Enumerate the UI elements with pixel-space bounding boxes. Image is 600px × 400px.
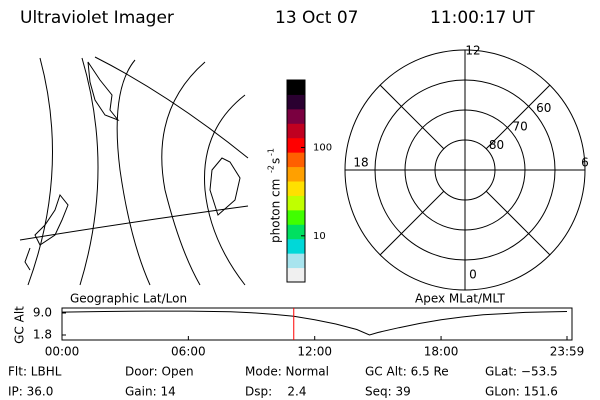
parallel bbox=[19, 205, 249, 241]
lat-label: 60 bbox=[536, 101, 551, 115]
colorbar-swatch bbox=[287, 94, 305, 110]
spoke bbox=[485, 190, 551, 256]
info-field: Mode: Normal bbox=[245, 365, 329, 379]
colorbar-swatch bbox=[287, 238, 305, 254]
colorbar-swatch bbox=[287, 137, 305, 153]
colorbar-frame bbox=[286, 79, 306, 283]
colorbar-swatch bbox=[287, 181, 305, 196]
colorbar-swatch bbox=[287, 166, 305, 182]
spoke bbox=[379, 190, 445, 256]
x-tick-label: 06:00 bbox=[171, 345, 206, 359]
colorbar-label: photon cm -2 s -1 bbox=[267, 148, 283, 243]
info-field: GLat: −53.5 bbox=[485, 365, 558, 379]
mlt-label: 12 bbox=[465, 44, 480, 58]
colorbar-unit: photon cm bbox=[269, 179, 283, 243]
info-field: Door: Open bbox=[125, 365, 194, 379]
x-tick-label: 23:59 bbox=[550, 345, 585, 359]
info-field: GC Alt: 6.5 Re bbox=[365, 365, 449, 379]
map bbox=[19, 56, 249, 286]
meridian bbox=[204, 94, 246, 286]
info-field: GLon: 151.6 bbox=[485, 385, 558, 399]
title: Ultraviolet Imager bbox=[20, 8, 174, 28]
spoke bbox=[485, 84, 551, 150]
x-tick-label: 18:00 bbox=[424, 345, 459, 359]
mlt-label: 0 bbox=[469, 268, 477, 282]
colorbar-swatch bbox=[287, 209, 305, 225]
y-tick-label: 1.8 bbox=[33, 327, 52, 341]
lat-label: 80 bbox=[489, 138, 504, 152]
info-field: IP: 36.0 bbox=[8, 385, 53, 399]
meridian bbox=[27, 57, 53, 286]
info-field: Flt: LBHL bbox=[8, 365, 62, 379]
info-field: Dsp: 2.4 bbox=[245, 385, 307, 399]
colorbar-swatch bbox=[287, 152, 305, 168]
y-axis-label: GC Alt bbox=[13, 306, 27, 344]
colorbar-swatch bbox=[287, 224, 305, 240]
mlt-label: 18 bbox=[353, 156, 368, 170]
colorbar-swatch bbox=[287, 253, 305, 269]
colorbar-exp: -1 bbox=[267, 148, 276, 156]
polar-label: Apex MLat/MLT bbox=[415, 292, 505, 306]
spoke bbox=[379, 84, 445, 150]
colorbar-swatch bbox=[287, 195, 305, 211]
coastline bbox=[34, 193, 69, 246]
y-tick-label: 9.0 bbox=[33, 305, 52, 319]
meridian bbox=[116, 59, 151, 286]
colorbar-unit: s bbox=[269, 158, 283, 164]
coastline bbox=[24, 247, 31, 271]
parallel bbox=[94, 56, 249, 159]
colorbar-exp: -2 bbox=[267, 165, 276, 173]
mlt-label: 6 bbox=[581, 156, 589, 170]
x-tick-label: 00:00 bbox=[45, 345, 80, 359]
plot-frame bbox=[61, 307, 573, 341]
time: 11:00:17 UT bbox=[430, 8, 535, 28]
meridian bbox=[161, 61, 206, 286]
coastline bbox=[209, 157, 241, 216]
colorbar-tick-label: 10 bbox=[313, 231, 326, 242]
colorbar-swatch bbox=[287, 123, 305, 139]
map-label: Geographic Lat/Lon bbox=[70, 292, 187, 306]
info-field: Gain: 14 bbox=[125, 385, 176, 399]
info-field: Seq: 39 bbox=[365, 385, 411, 399]
lat-label: 70 bbox=[513, 119, 528, 133]
altitude-line bbox=[61, 310, 568, 336]
colorbar-tick-label: 100 bbox=[313, 142, 332, 153]
x-tick-label: 12:00 bbox=[297, 345, 332, 359]
colorbar-swatch bbox=[287, 80, 305, 95]
coastline bbox=[87, 61, 120, 122]
meridian bbox=[79, 57, 99, 286]
date: 13 Oct 07 bbox=[275, 8, 358, 28]
colorbar-swatch bbox=[287, 108, 305, 124]
colorbar-swatch bbox=[287, 267, 305, 283]
